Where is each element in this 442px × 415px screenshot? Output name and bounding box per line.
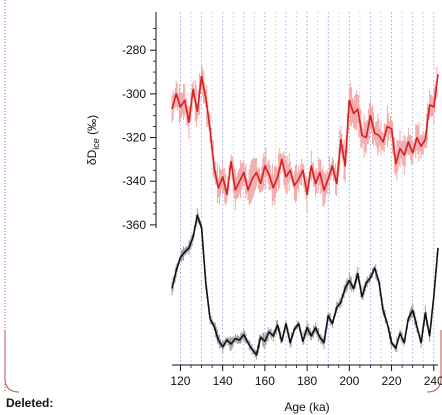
x-axis-title: Age (ka) (284, 400, 329, 414)
x-tick-label: 180 (297, 374, 317, 388)
y-axis-title-sub: ice (91, 138, 101, 150)
y-axis-title-main: δD (85, 149, 99, 165)
x-tick-label: 120 (170, 374, 190, 388)
x-tick-label: 140 (213, 374, 233, 388)
annotation-margin-corner (4, 330, 20, 393)
x-tick-label: 200 (339, 374, 359, 388)
deleted-label: Deleted: (6, 396, 54, 410)
x-tick-label: 240 (424, 374, 442, 388)
series-lines (171, 74, 439, 356)
x-tick-label: 220 (382, 374, 402, 388)
y-axis-title: δDice (‰) (85, 115, 101, 165)
x-tick-label: 160 (255, 374, 275, 388)
series-1-line (171, 214, 439, 356)
annotation-margin-corner-right (426, 330, 442, 393)
series-0-line (171, 74, 439, 196)
y-tick-label: -320 (122, 131, 146, 145)
y-tick-label: -360 (122, 218, 146, 232)
y-tick-label: -300 (122, 87, 146, 101)
y-tick-label: -340 (122, 174, 146, 188)
y-tick-label: -280 (122, 43, 146, 57)
y-axis-title-unit: (‰) (85, 115, 99, 138)
axes: -280 -300 -320 -340 -360 120 140 160 180 200 220 24… (122, 12, 442, 388)
